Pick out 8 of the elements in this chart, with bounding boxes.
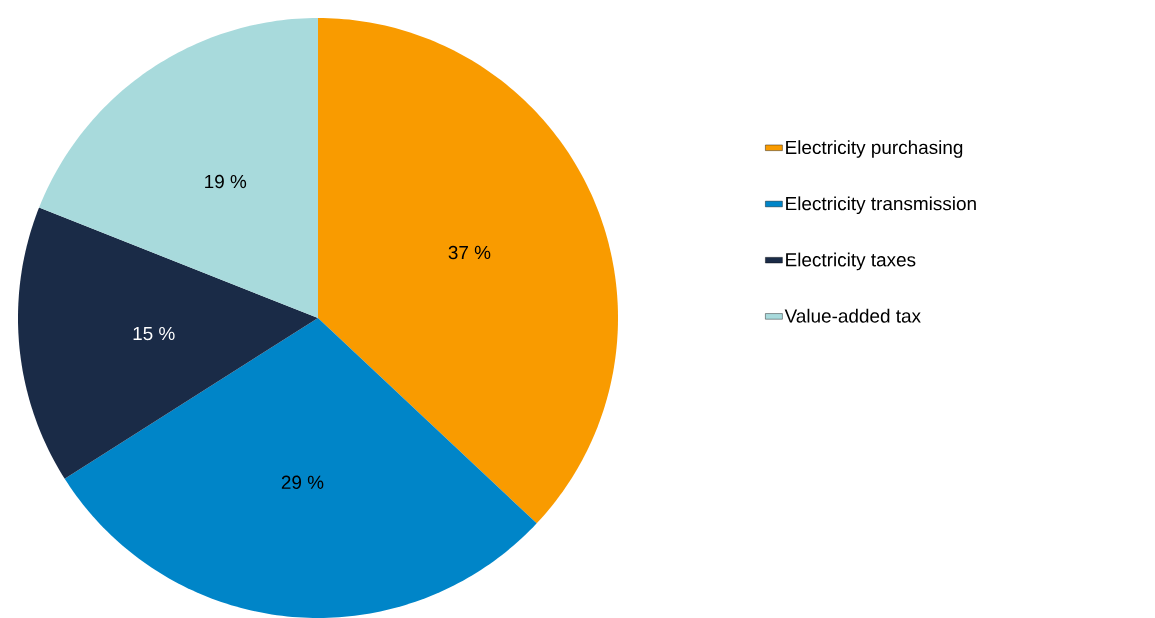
data-label: 29 %	[281, 475, 324, 489]
legend-label: Electricity taxes	[786, 252, 916, 271]
data-label: 19 %	[205, 174, 247, 189]
legend-label: Electricity transmission	[786, 196, 976, 215]
data-label: 37 %	[448, 245, 491, 260]
legend-label: Electricity purchasing	[786, 140, 963, 158]
data-label: 15 %	[133, 326, 175, 341]
legend-label: Value-added tax	[784, 308, 921, 323]
